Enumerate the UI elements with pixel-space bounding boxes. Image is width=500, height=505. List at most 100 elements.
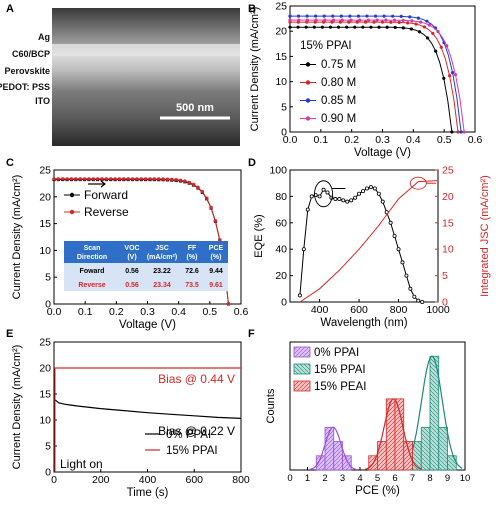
data-point bbox=[218, 238, 222, 242]
data-point bbox=[152, 177, 157, 181]
data-point bbox=[422, 25, 427, 29]
eqe-point bbox=[404, 273, 409, 278]
x-tick-label: 400 bbox=[139, 474, 157, 486]
data-point bbox=[205, 196, 209, 200]
eqe-point bbox=[357, 191, 362, 196]
x-tick-label: 4 bbox=[357, 473, 362, 484]
data-point bbox=[417, 30, 422, 34]
eqe-point bbox=[301, 247, 306, 252]
data-point bbox=[69, 177, 74, 181]
time-trace bbox=[53, 398, 242, 419]
eqe-point bbox=[341, 198, 346, 203]
y-axis-label: Current Density (mA/cm²) bbox=[11, 175, 23, 300]
y-axis-label: EQE (%) bbox=[253, 214, 265, 257]
eqe-point bbox=[408, 286, 413, 291]
data-point bbox=[436, 30, 440, 34]
data-point bbox=[389, 20, 393, 24]
panel-f-chart: 0 1 2 3 4 5 6 7 8 9 10 PCE (%) Counts 0% PPAI 15% PPAI… bbox=[265, 341, 470, 497]
histogram-bar bbox=[342, 455, 352, 471]
annotation-bias-high: Bias @ 0.44 V bbox=[158, 372, 235, 386]
y-tick-label: 0 bbox=[281, 127, 287, 139]
panel-e-letter: E bbox=[6, 328, 13, 340]
panel-d-letter: D bbox=[248, 157, 256, 169]
eqe-point bbox=[364, 186, 369, 191]
data-point bbox=[339, 14, 343, 18]
y-tick-label: 15 bbox=[275, 51, 287, 63]
data-point bbox=[304, 25, 308, 29]
x-tick-label: 1 bbox=[305, 473, 310, 484]
data-point bbox=[355, 20, 359, 24]
layer-label: C60/BCP bbox=[12, 49, 50, 59]
eqe-point bbox=[416, 298, 421, 303]
y2-tick-label: 5 bbox=[442, 270, 448, 282]
data-point bbox=[431, 31, 435, 36]
panel-a-letter: A bbox=[6, 3, 14, 15]
data-point bbox=[419, 20, 423, 24]
data-point bbox=[209, 205, 213, 210]
x-tick-label: 7 bbox=[410, 473, 415, 484]
data-point bbox=[450, 71, 455, 75]
eqe-ellipse bbox=[314, 180, 333, 208]
y-tick-label: 5 bbox=[281, 101, 287, 113]
x-tick-label: 0.3 bbox=[140, 306, 155, 318]
data-point bbox=[408, 15, 412, 19]
table-header: (V) bbox=[127, 254, 136, 261]
x-tick-label: 0.1 bbox=[314, 134, 329, 146]
eqe-point bbox=[321, 187, 326, 192]
data-point bbox=[288, 14, 292, 18]
y2-tick-label: 0 bbox=[442, 297, 448, 309]
x-tick-label: 0.0 bbox=[283, 134, 298, 146]
x-tick-label: 2 bbox=[322, 473, 327, 484]
data-point bbox=[61, 177, 65, 181]
data-point bbox=[104, 177, 109, 181]
histogram-bar bbox=[429, 355, 440, 471]
y-tick-label: 15 bbox=[39, 389, 51, 401]
gaussian-fit bbox=[365, 398, 422, 470]
legend-label: 15% PPAI bbox=[314, 364, 366, 376]
x-axis-label: Voltage (V) bbox=[354, 147, 411, 159]
histogram-bar bbox=[438, 426, 448, 471]
data-point bbox=[178, 178, 183, 182]
x-tick-label: 0.5 bbox=[203, 306, 218, 318]
x-tick-label: 800 bbox=[232, 474, 250, 486]
eqe-point bbox=[353, 195, 358, 200]
data-point bbox=[200, 190, 205, 194]
y-tick-label: 25 bbox=[275, 1, 287, 13]
data-point bbox=[65, 177, 69, 181]
table-header: JSC bbox=[155, 245, 169, 252]
y-tick-label: 60 bbox=[275, 217, 287, 229]
legend-label: 0% PPAI bbox=[166, 429, 211, 441]
data-point bbox=[349, 18, 353, 22]
eqe-point bbox=[368, 185, 373, 190]
x-tick-label: 0.1 bbox=[78, 306, 93, 318]
data-point bbox=[393, 25, 397, 30]
table-cell: 23.34 bbox=[153, 282, 171, 289]
legend-label: 0.90 M bbox=[321, 113, 356, 125]
data-point bbox=[338, 20, 343, 24]
x-tick-label: 0.3 bbox=[375, 134, 390, 146]
data-point bbox=[410, 19, 414, 23]
data-point bbox=[126, 177, 130, 181]
x-tick-label: 400 bbox=[311, 304, 329, 316]
y-tick-label: 25 bbox=[39, 337, 51, 349]
data-point bbox=[401, 18, 405, 22]
data-point bbox=[323, 18, 327, 22]
y-tick-label: 20 bbox=[39, 363, 51, 375]
data-point bbox=[91, 177, 95, 181]
data-point bbox=[122, 177, 126, 181]
y-tick-label: 0 bbox=[281, 297, 287, 309]
data-point bbox=[117, 177, 122, 181]
eqe-point bbox=[337, 197, 342, 202]
eqe-point bbox=[400, 260, 405, 265]
legend-marker bbox=[305, 62, 311, 67]
data-point bbox=[456, 130, 460, 134]
table-header: VOC bbox=[124, 245, 139, 252]
eqe-point bbox=[333, 197, 338, 202]
layer-label: ITO bbox=[35, 96, 50, 106]
data-point bbox=[52, 177, 56, 181]
y2-tick-label: 15 bbox=[442, 217, 454, 229]
data-point bbox=[312, 25, 316, 29]
data-point bbox=[297, 18, 301, 22]
data-point bbox=[148, 177, 152, 181]
